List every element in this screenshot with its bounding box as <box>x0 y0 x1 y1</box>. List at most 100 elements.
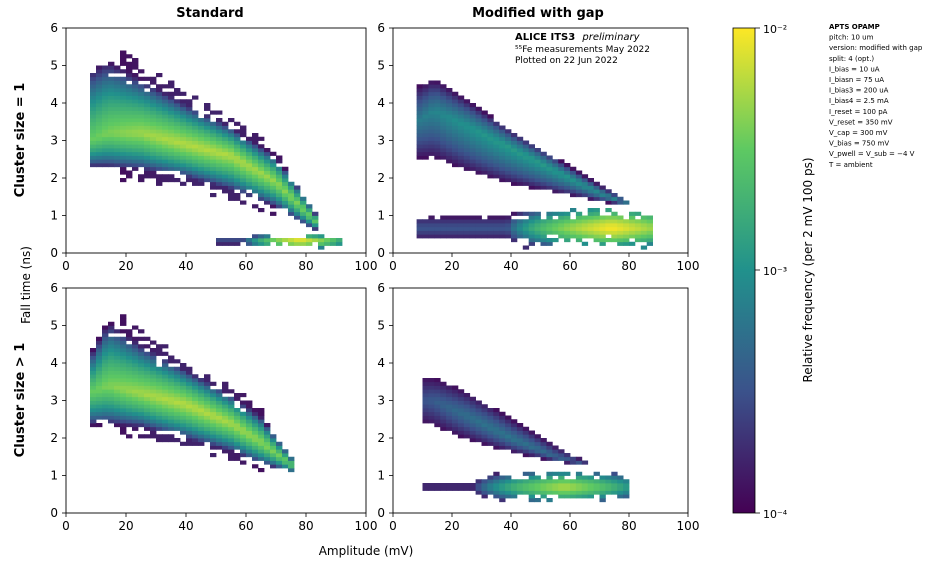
heatmap-bin <box>222 381 229 386</box>
heatmap-bin <box>126 148 133 153</box>
heatmap-bin <box>593 479 600 484</box>
heatmap-bin <box>132 110 139 115</box>
heatmap-bin <box>505 438 512 443</box>
heatmap-bin <box>132 163 139 168</box>
heatmap-bin <box>629 230 636 235</box>
heatmap-bin <box>120 129 127 134</box>
heatmap-bin <box>511 483 518 488</box>
heatmap-bin <box>174 408 181 413</box>
heatmap-bin <box>234 129 241 134</box>
heatmap-bin <box>617 196 624 201</box>
heatmap-bin <box>481 234 488 239</box>
heatmap-bin <box>587 215 594 220</box>
heatmap-bin <box>434 106 441 111</box>
heatmap-bin <box>446 415 453 420</box>
heatmap-bin <box>210 430 217 435</box>
heatmap-bin <box>252 423 259 428</box>
heatmap-bin <box>469 215 476 220</box>
heatmap-bin <box>528 211 535 216</box>
heatmap-bin <box>540 445 547 450</box>
heatmap-bin <box>246 140 253 145</box>
x-tick-label: 0 <box>62 259 70 273</box>
heatmap-bin <box>204 374 211 379</box>
heatmap-bin <box>475 226 482 231</box>
heatmap-bin <box>288 204 295 209</box>
heatmap-bin <box>126 174 133 179</box>
heatmap-bin <box>144 381 151 386</box>
heatmap-bin <box>528 230 535 235</box>
heatmap-bin <box>150 355 157 360</box>
heatmap-bin <box>180 163 187 168</box>
heatmap-bin <box>434 381 441 386</box>
heatmap-bin <box>434 148 441 153</box>
heatmap-bin <box>593 193 600 198</box>
heatmap-bin <box>581 181 589 186</box>
heatmap-bin <box>452 234 459 239</box>
heatmap-bin <box>623 200 630 205</box>
heatmap-bin <box>138 129 145 134</box>
heatmap-bin <box>108 80 115 85</box>
parameter-line: T = ambient <box>828 161 873 169</box>
heatmap-bin <box>240 129 247 134</box>
heatmap-bin <box>114 340 121 345</box>
heatmap-bin <box>481 423 488 428</box>
heatmap-bin <box>475 479 482 484</box>
heatmap-bin <box>629 211 636 216</box>
heatmap-bin <box>452 99 459 104</box>
heatmap-bin <box>416 118 423 123</box>
heatmap-bin <box>180 441 187 446</box>
heatmap-bin <box>150 148 157 153</box>
heatmap-bin <box>96 351 103 356</box>
heatmap-bin <box>216 121 223 126</box>
heatmap-bin <box>258 438 265 443</box>
heatmap-bin <box>120 318 127 323</box>
heatmap-bin <box>246 159 253 164</box>
heatmap-bin <box>505 475 512 480</box>
heatmap-bin <box>276 204 283 209</box>
heatmap-bin <box>120 170 127 175</box>
heatmap-bin <box>144 129 151 134</box>
heatmap-bin <box>540 490 547 495</box>
heatmap-bin <box>108 159 115 164</box>
heatmap-bin <box>234 423 241 428</box>
heatmap-bin <box>446 486 453 491</box>
heatmap-bin <box>499 423 506 428</box>
heatmap-bin <box>416 103 423 108</box>
heatmap-bin <box>144 408 151 413</box>
heatmap-bin <box>416 91 423 96</box>
heatmap-bin <box>120 348 127 353</box>
heatmap-bin <box>120 110 127 115</box>
heatmap-bin <box>108 359 115 364</box>
heatmap-bin <box>505 166 512 171</box>
heatmap-bin <box>493 163 500 168</box>
heatmap-bin <box>180 148 187 153</box>
heatmap-bin <box>204 438 211 443</box>
heatmap-bin <box>156 174 163 179</box>
heatmap-bin <box>216 178 223 183</box>
heatmap-bin <box>108 133 115 138</box>
heatmap-bin <box>528 490 535 495</box>
heatmap-bin <box>534 151 541 156</box>
heatmap-bin <box>593 486 600 491</box>
heatmap-bin <box>150 426 157 431</box>
heatmap-bin <box>469 411 476 416</box>
heatmap-bin <box>246 185 253 190</box>
heatmap-bin <box>102 125 109 130</box>
heatmap-bin <box>440 148 447 153</box>
heatmap-bin <box>570 494 577 499</box>
heatmap-bin <box>138 336 145 341</box>
heatmap-bin <box>114 155 121 160</box>
heatmap-bin <box>192 423 199 428</box>
heatmap-bin <box>605 219 612 224</box>
heatmap-bin <box>499 426 506 431</box>
heatmap-bin <box>522 430 530 435</box>
heatmap-bin <box>440 230 447 235</box>
heatmap-bin <box>516 434 524 439</box>
heatmap-bin <box>428 419 435 424</box>
heatmap-bin <box>96 121 103 126</box>
heatmap-bin <box>174 151 181 156</box>
heatmap-bin <box>428 215 435 220</box>
heatmap-bin <box>452 133 459 138</box>
